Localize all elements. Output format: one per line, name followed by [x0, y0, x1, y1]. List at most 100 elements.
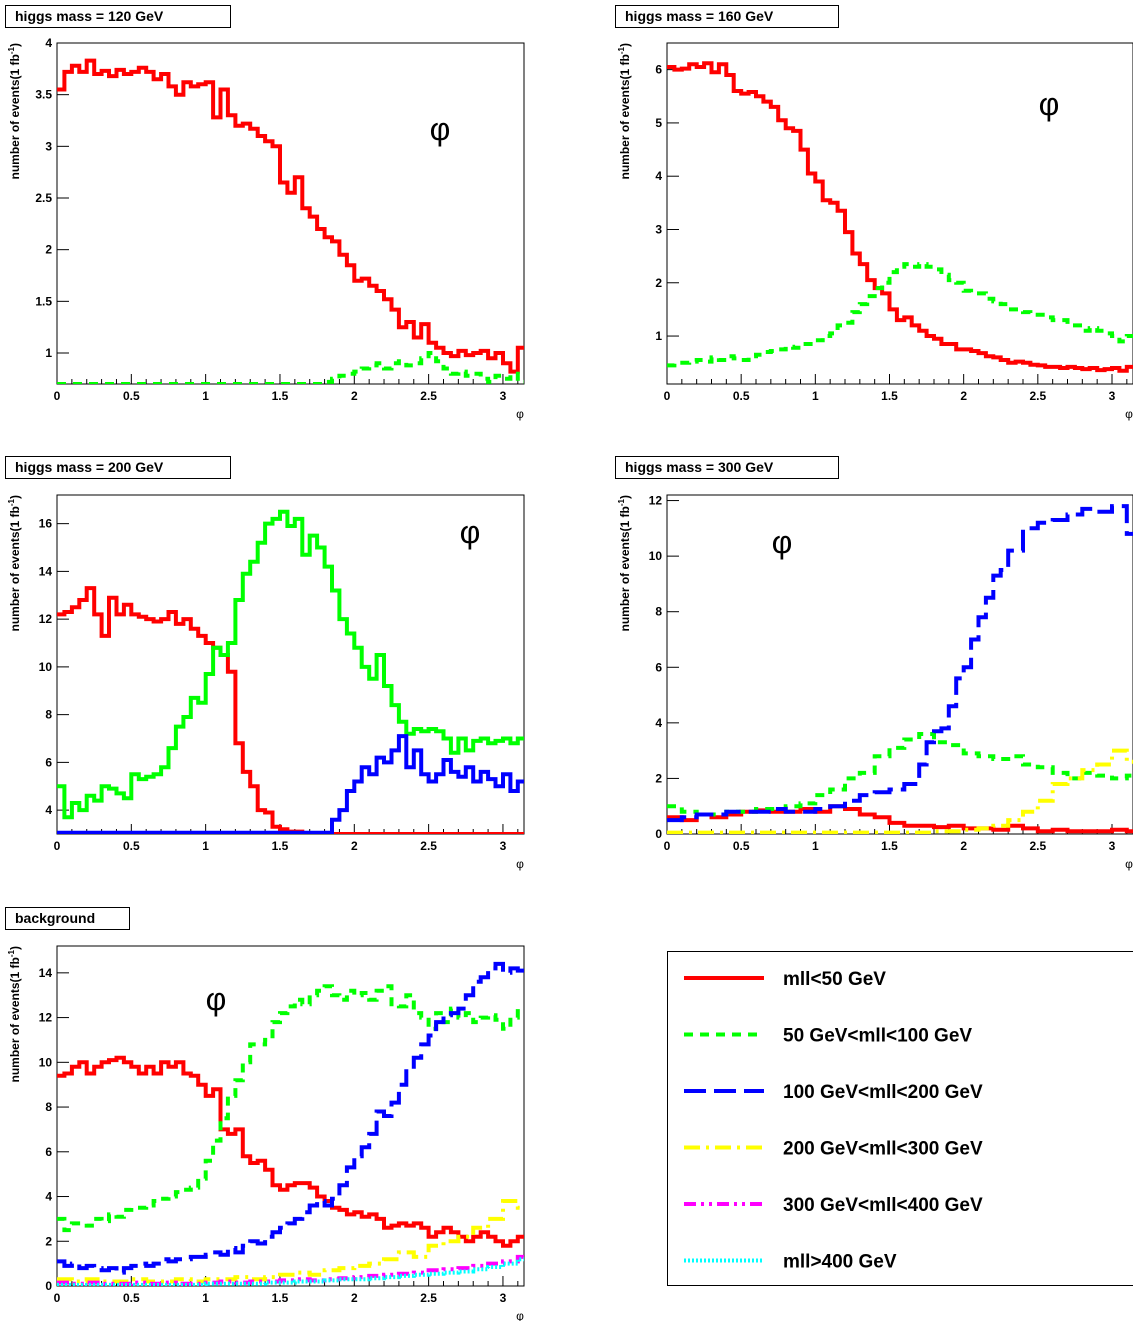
x-tick-label: 1.5 — [272, 839, 289, 853]
y-tick-label: 4 — [655, 169, 662, 183]
x-tick-label: 1.5 — [272, 389, 289, 403]
legend-label-6: mll>400 GeV — [783, 1252, 897, 1273]
x-tick-label: 0 — [54, 389, 61, 403]
y-tick-label: 12 — [649, 494, 663, 508]
y-tick-label: 14 — [39, 564, 53, 578]
x-tick-label: 3 — [500, 839, 507, 853]
x-tick-label: 2 — [960, 839, 967, 853]
y-tick-label: 10 — [39, 660, 53, 674]
x-tick-label: 0 — [54, 1291, 61, 1305]
y-axis-label: number of events(1 fb-1) — [7, 495, 22, 631]
x-tick-label: 2.5 — [420, 1291, 437, 1305]
chart-panel-2: higgs mass = 160 GeV 0 0.5 1 1.5 2 2.5 3 1 2 3 4 5 6 n… — [616, 6, 1133, 422]
y-tick-label: 6 — [655, 63, 662, 77]
plot-frame — [667, 43, 1133, 384]
y-tick-label: 12 — [39, 612, 53, 626]
x-tick-label: 2 — [351, 1291, 358, 1305]
x-tick-label: 3 — [1109, 389, 1116, 403]
chart-title: higgs mass = 160 GeV — [625, 8, 774, 24]
legend-label-2: 50 GeV<mll<100 GeV — [783, 1026, 972, 1047]
plot-frame — [57, 946, 524, 1286]
x-tick-label: 3 — [500, 389, 507, 403]
x-tick-label: 1 — [812, 389, 819, 403]
chart-title: higgs mass = 300 GeV — [625, 459, 774, 475]
x-tick-label: 0 — [664, 839, 671, 853]
x-tick-label: 1.5 — [272, 1291, 289, 1305]
y-tick-label: 16 — [39, 517, 53, 531]
y-axis-label: number of events(1 fb-1) — [617, 495, 632, 631]
x-tick-label: 1 — [202, 839, 209, 853]
y-tick-label: 2 — [45, 1234, 52, 1248]
legend: mll<50 GeV 50 GeV<mll<100 GeV 100 GeV<mll<… — [668, 952, 1133, 1286]
x-axis-label: φ — [1125, 407, 1133, 421]
x-tick-label: 2 — [351, 389, 358, 403]
phi-annotation: φ — [460, 514, 481, 550]
y-tick-label: 0 — [45, 1279, 52, 1293]
phi-annotation: φ — [772, 524, 793, 560]
x-tick-label: 2 — [351, 839, 358, 853]
y-tick-label: 3 — [655, 222, 662, 236]
x-tick-label: 1 — [202, 389, 209, 403]
y-tick-label: 6 — [655, 660, 662, 674]
legend-frame — [668, 952, 1133, 1286]
y-tick-label: 4 — [45, 1190, 52, 1204]
x-tick-label: 3 — [1109, 839, 1116, 853]
phi-annotation: φ — [206, 981, 227, 1017]
plot-frame — [57, 495, 524, 834]
y-tick-label: 8 — [655, 605, 662, 619]
y-tick-label: 2 — [45, 243, 52, 257]
y-tick-label: 12 — [39, 1011, 53, 1025]
x-tick-label: 2.5 — [1029, 839, 1046, 853]
x-tick-label: 2.5 — [1029, 389, 1046, 403]
x-tick-label: 0.5 — [733, 389, 750, 403]
y-tick-label: 14 — [39, 966, 53, 980]
x-tick-label: 1.5 — [881, 839, 898, 853]
x-tick-label: 1 — [812, 839, 819, 853]
y-tick-label: 4 — [45, 36, 52, 50]
legend-label-1: mll<50 GeV — [783, 969, 886, 990]
y-tick-label: 3.5 — [35, 88, 52, 102]
y-tick-label: 8 — [45, 1100, 52, 1114]
x-tick-label: 1.5 — [881, 389, 898, 403]
y-tick-label: 4 — [45, 803, 52, 817]
x-tick-label: 1 — [202, 1291, 209, 1305]
y-tick-label: 1 — [45, 346, 52, 360]
y-tick-label: 10 — [39, 1055, 53, 1069]
x-tick-label: 2.5 — [420, 389, 437, 403]
legend-label-5: 300 GeV<mll<400 GeV — [783, 1195, 983, 1216]
y-tick-label: 2 — [655, 276, 662, 290]
y-axis-label: number of events(1 fb-1) — [617, 43, 632, 179]
x-tick-label: 0.5 — [123, 839, 140, 853]
x-axis-label: φ — [516, 857, 524, 871]
y-axis-label: number of events(1 fb-1) — [7, 946, 22, 1082]
x-tick-label: 2.5 — [420, 839, 437, 853]
y-tick-label: 0 — [655, 827, 662, 841]
x-tick-label: 0 — [54, 839, 61, 853]
x-axis-label: φ — [1125, 857, 1133, 871]
x-tick-label: 0 — [664, 389, 671, 403]
y-tick-label: 5 — [655, 116, 662, 130]
y-tick-label: 4 — [655, 716, 662, 730]
x-tick-label: 0.5 — [733, 839, 750, 853]
chart-title: background — [15, 910, 95, 926]
x-tick-label: 2 — [960, 389, 967, 403]
y-tick-label: 2 — [655, 771, 662, 785]
y-tick-label: 1 — [655, 329, 662, 343]
y-tick-label: 6 — [45, 1145, 52, 1159]
phi-annotation: φ — [430, 111, 451, 147]
legend-label-3: 100 GeV<mll<200 GeV — [783, 1082, 983, 1103]
x-tick-label: 3 — [500, 1291, 507, 1305]
chart-title: higgs mass = 200 GeV — [15, 459, 164, 475]
y-tick-label: 2.5 — [35, 191, 52, 205]
y-tick-label: 8 — [45, 708, 52, 722]
y-axis-label: number of events(1 fb-1) — [7, 43, 22, 179]
x-axis-label: φ — [516, 1309, 524, 1321]
phi-annotation: φ — [1039, 86, 1060, 122]
legend-label-4: 200 GeV<mll<300 GeV — [783, 1139, 983, 1160]
y-tick-label: 3 — [45, 139, 52, 153]
